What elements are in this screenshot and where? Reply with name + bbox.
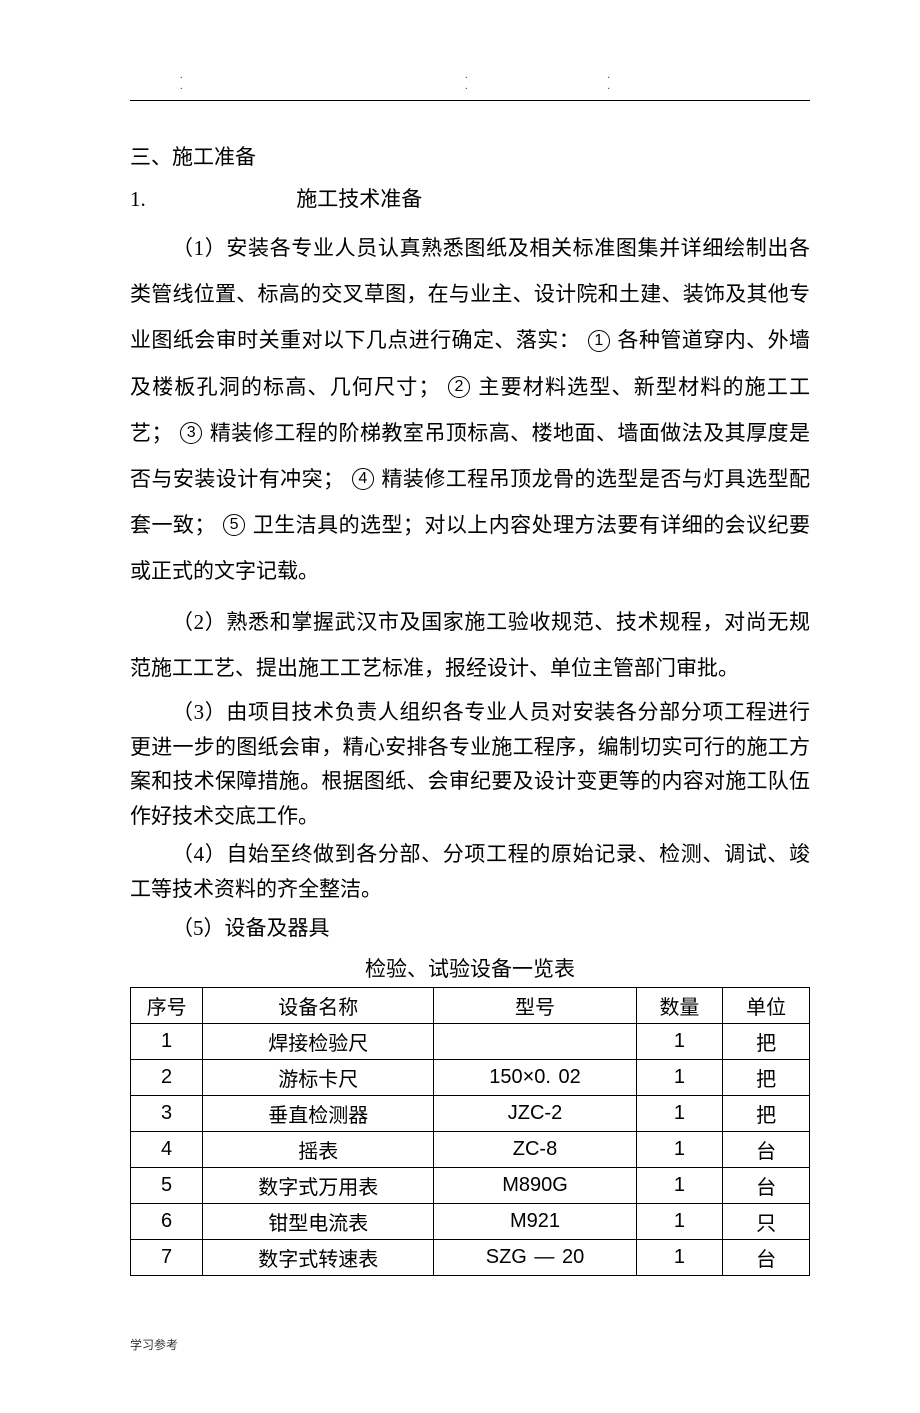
cell-unit: 只 [723,1204,810,1240]
table-row: 1 焊接检验尺 1 把 [131,1024,810,1060]
th-qty: 数量 [636,988,723,1024]
cell-qty: 1 [636,1060,723,1096]
table-caption: 检验、试验设备一览表 [130,953,810,983]
circled-3-icon: 3 [180,422,202,444]
cell-unit: 把 [723,1024,810,1060]
sub-heading-number: 1. [130,187,146,211]
cell-name: 钳型电流表 [203,1204,434,1240]
cell-seq: 2 [131,1060,203,1096]
cell-seq: 6 [131,1204,203,1240]
equipment-table: 序号 设备名称 型号 数量 单位 1 焊接检验尺 1 把 2 游标卡尺 150×… [130,987,810,1276]
cell-model: M890G [434,1168,636,1204]
table-row: 7 数字式转速表 SZG — 20 1 台 [131,1240,810,1276]
cell-seq: 4 [131,1132,203,1168]
section-heading: 三、施工准备 [130,141,810,171]
paragraph-5: （5）设备及器具 [130,911,810,946]
th-unit: 单位 [723,988,810,1024]
cell-seq: 1 [131,1024,203,1060]
header-dotted-marks: . .. . .. [180,70,810,92]
cell-unit: 台 [723,1168,810,1204]
cell-model: JZC-2 [434,1096,636,1132]
cell-name: 数字式万用表 [203,1168,434,1204]
circled-5-icon: 5 [223,514,245,536]
cell-model: 150×0. 02 [434,1060,636,1096]
cell-model [434,1024,636,1060]
cell-qty: 1 [636,1240,723,1276]
th-seq: 序号 [131,988,203,1024]
cell-unit: 台 [723,1132,810,1168]
paragraph-1: （1）安装各专业人员认真熟悉图纸及相关标准图集并详细绘制出各类管线位置、标高的交… [130,225,810,595]
circled-2-icon: 2 [448,376,470,398]
cell-name: 游标卡尺 [203,1060,434,1096]
cell-unit: 把 [723,1060,810,1096]
sub-heading-title: 施工技术准备 [296,187,422,211]
header-rule [130,100,810,101]
cell-qty: 1 [636,1204,723,1240]
circled-4-icon: 4 [352,468,374,490]
paragraph-3: （3）由项目技术负责人组织各专业人员对安装各分部分项工程进行更进一步的图纸会审，… [130,695,810,834]
cell-unit: 把 [723,1096,810,1132]
table-row: 2 游标卡尺 150×0. 02 1 把 [131,1060,810,1096]
cell-model: ZC-8 [434,1132,636,1168]
cell-seq: 5 [131,1168,203,1204]
paragraph-4: （4）自始至终做到各分部、分项工程的原始记录、检测、调试、竣工等技术资料的齐全整… [130,837,810,906]
cell-name: 垂直检测器 [203,1096,434,1132]
sub-heading: 1. 施工技术准备 [130,183,810,213]
cell-name: 数字式转速表 [203,1240,434,1276]
footer-text: 学习参考 [130,1336,810,1353]
paragraph-2: （2）熟悉和掌握武汉市及国家施工验收规范、技术规程，对尚无规范施工工艺、提出施工… [130,599,810,691]
circled-1-icon: 1 [588,330,610,352]
cell-name: 摇表 [203,1132,434,1168]
cell-model: SZG — 20 [434,1240,636,1276]
th-name: 设备名称 [203,988,434,1024]
cell-qty: 1 [636,1132,723,1168]
cell-seq: 7 [131,1240,203,1276]
cell-seq: 3 [131,1096,203,1132]
table-row: 4 摇表 ZC-8 1 台 [131,1132,810,1168]
cell-qty: 1 [636,1096,723,1132]
cell-name: 焊接检验尺 [203,1024,434,1060]
cell-model: M921 [434,1204,636,1240]
table-row: 3 垂直检测器 JZC-2 1 把 [131,1096,810,1132]
cell-unit: 台 [723,1240,810,1276]
table-header-row: 序号 设备名称 型号 数量 单位 [131,988,810,1024]
table-row: 5 数字式万用表 M890G 1 台 [131,1168,810,1204]
cell-qty: 1 [636,1168,723,1204]
th-model: 型号 [434,988,636,1024]
table-row: 6 钳型电流表 M921 1 只 [131,1204,810,1240]
cell-qty: 1 [636,1024,723,1060]
